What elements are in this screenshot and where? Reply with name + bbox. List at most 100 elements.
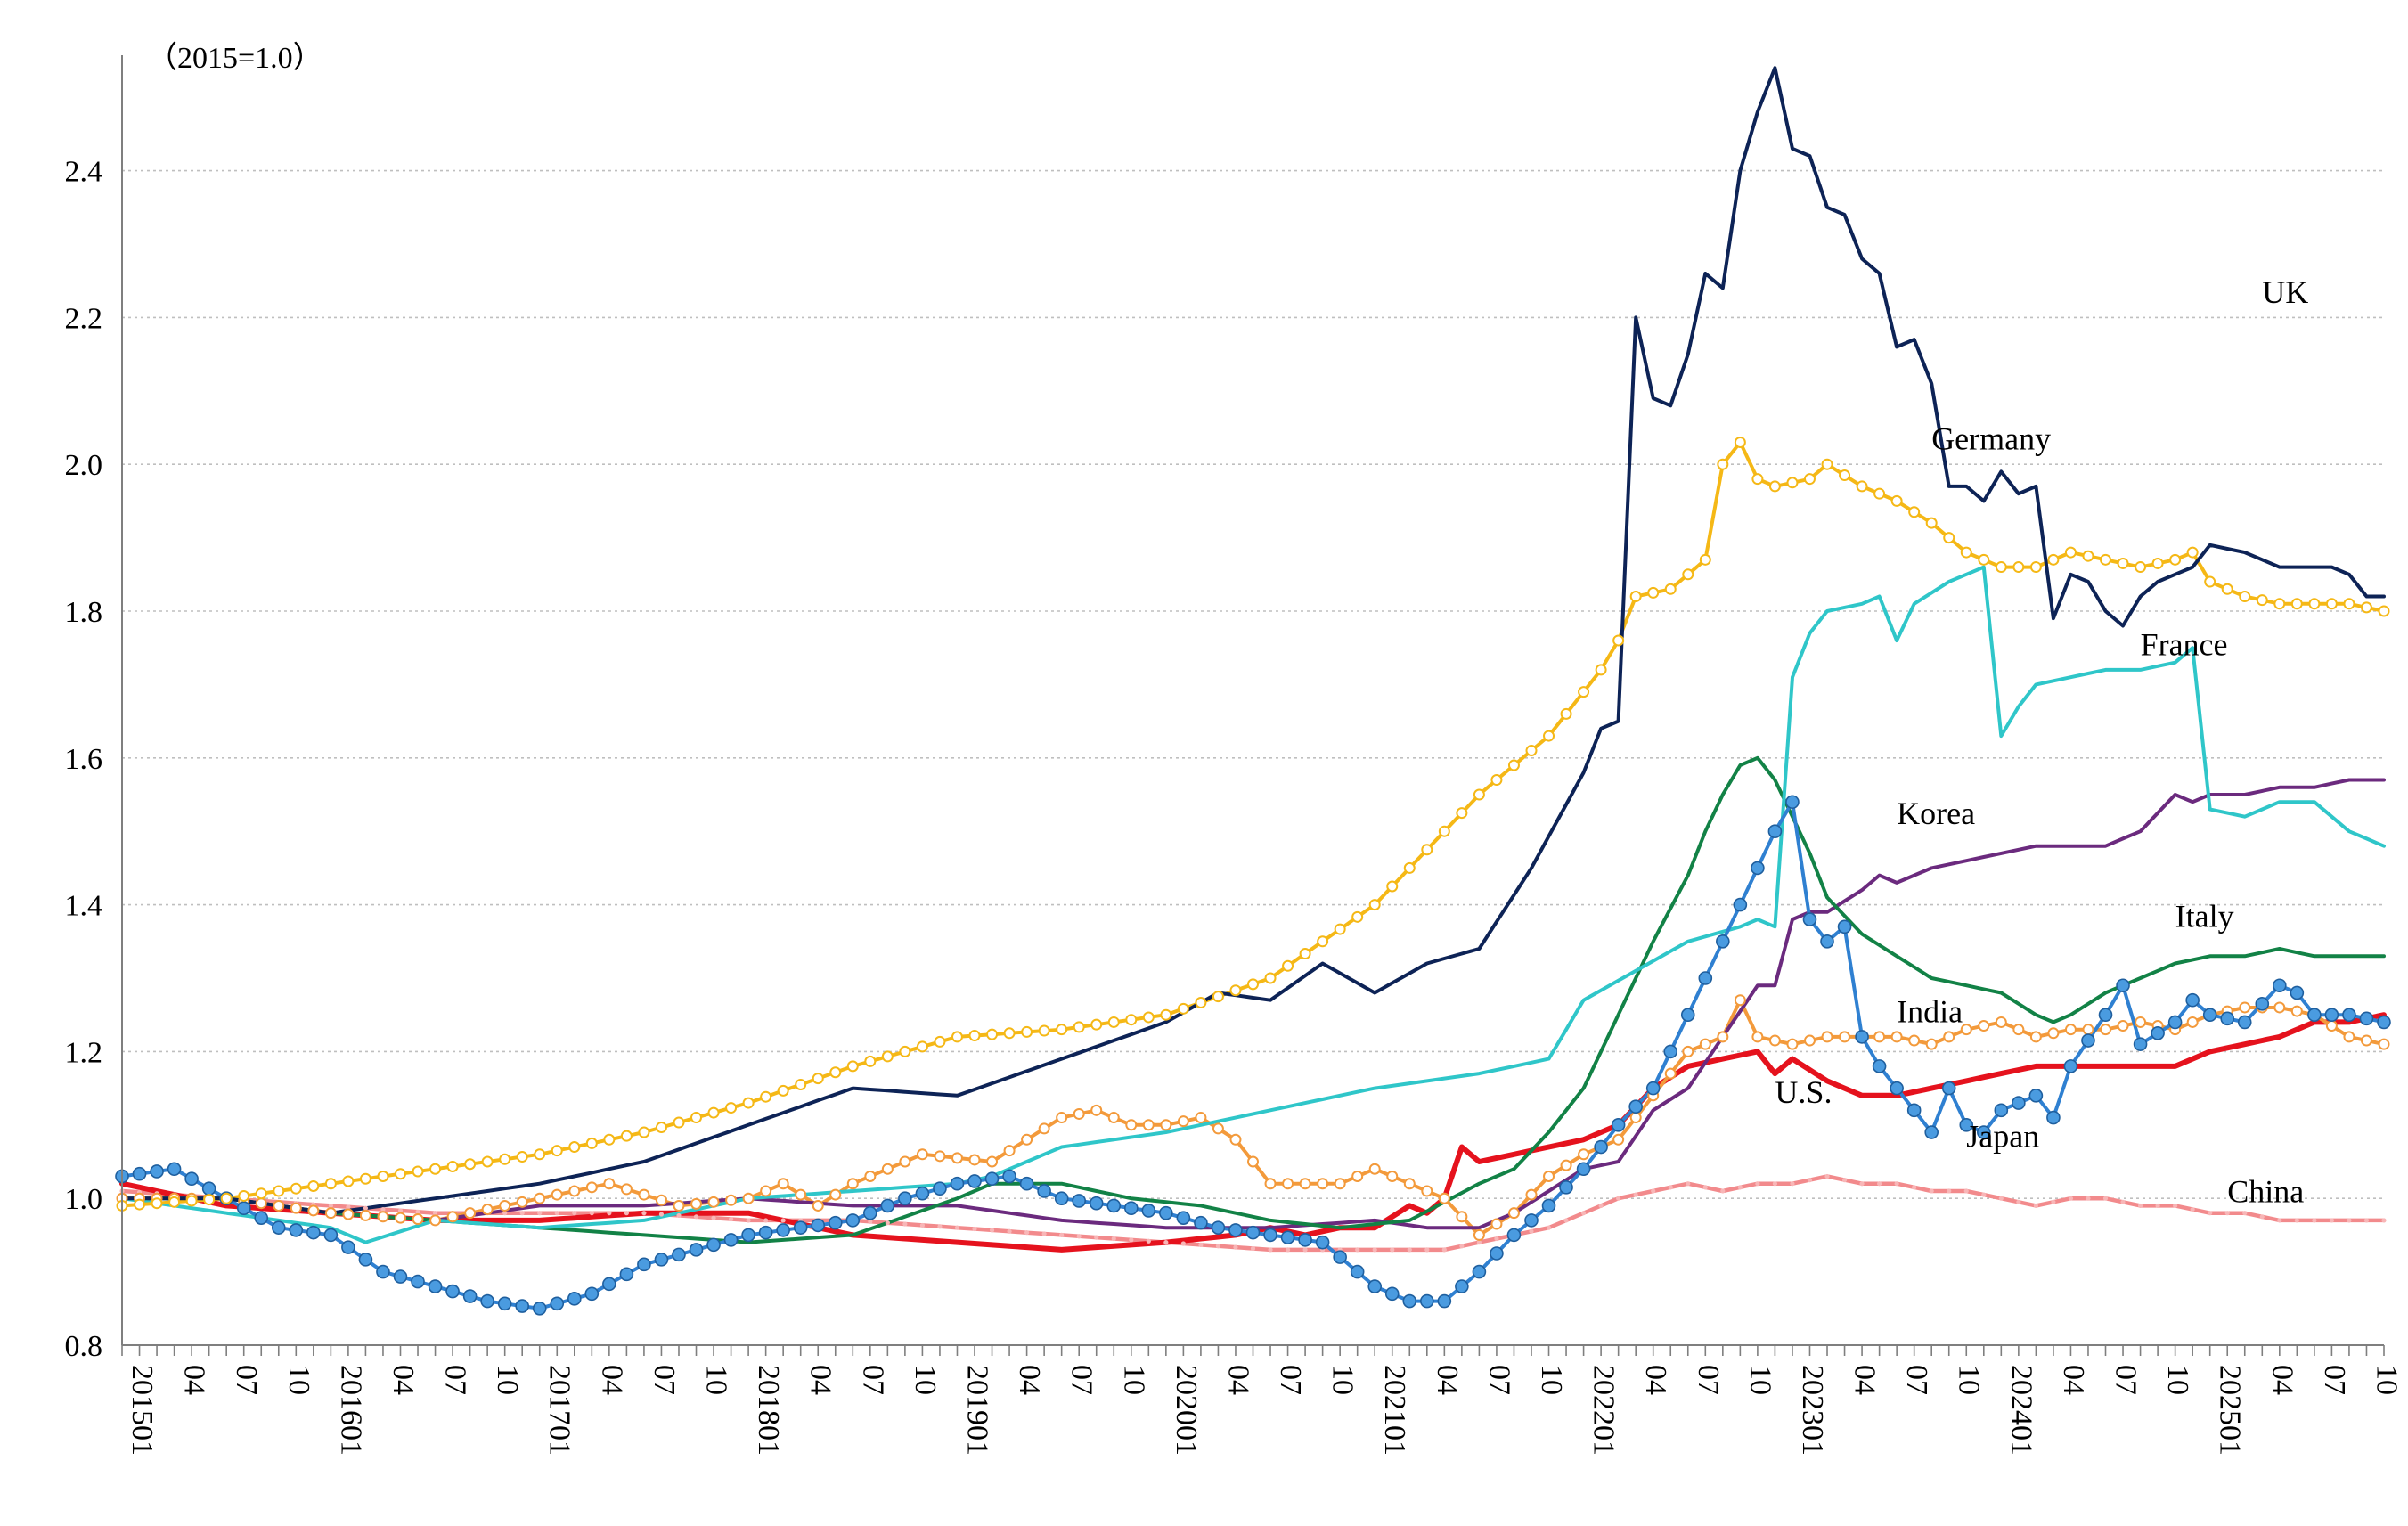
data-point-india (1125, 1119, 1138, 1131)
data-point-japan (1645, 1081, 1661, 1096)
data-point-germany (377, 1170, 389, 1182)
data-point-china (519, 1211, 525, 1216)
data-point-germany (2169, 553, 2182, 566)
data-point-germany (1890, 494, 1903, 507)
data-point-china (1529, 1228, 1534, 1234)
data-point-japan (184, 1171, 199, 1187)
data-point-china (1215, 1244, 1221, 1249)
data-point-germany (1803, 473, 1816, 486)
data-point-germany (1525, 745, 1538, 757)
series-line-india (120, 998, 2386, 1237)
data-point-japan (2273, 978, 2287, 993)
y-tick-label: 1.2 (65, 1036, 103, 1069)
data-point-japan (1159, 1205, 1173, 1220)
data-point-india (655, 1194, 667, 1206)
data-point-japan (2202, 1008, 2217, 1022)
data-point-china (1268, 1247, 1273, 1253)
data-point-germany (1578, 686, 1590, 698)
data-point-japan (1594, 1139, 1608, 1155)
data-point-germany (1786, 477, 1799, 489)
data-point-germany (1403, 861, 1416, 874)
series-label-japan: Japan (1966, 1119, 2039, 1155)
data-point-germany (1038, 1024, 1050, 1037)
x-tick-label: 10 (2161, 1365, 2194, 1395)
data-point-japan (689, 1243, 704, 1257)
x-tick-label: 201801 (752, 1365, 785, 1456)
data-point-germany (1473, 788, 1485, 801)
data-point-germany (2343, 598, 2355, 610)
data-point-japan (915, 1186, 930, 1201)
data-point-china (537, 1211, 543, 1216)
data-point-japan (1455, 1279, 1469, 1293)
data-point-india (1003, 1145, 1016, 1157)
data-point-germany (1090, 1018, 1103, 1031)
data-point-china (1024, 1230, 1030, 1236)
data-point-china (1476, 1240, 1482, 1245)
data-point-india (2082, 1024, 2094, 1036)
data-point-china (2033, 1203, 2038, 1209)
data-point-india (429, 1214, 442, 1227)
data-point-germany (1160, 1008, 1172, 1021)
data-point-india (2064, 1024, 2077, 1036)
data-point-india (516, 1196, 528, 1208)
data-point-japan (1245, 1225, 1261, 1240)
data-point-india (2012, 1024, 2025, 1036)
data-point-india (1995, 1016, 2007, 1028)
data-point-germany (899, 1045, 911, 1057)
x-tick-label: 10 (909, 1365, 942, 1395)
x-tick-label: 07 (648, 1365, 681, 1395)
data-point-germany (725, 1102, 738, 1114)
data-point-germany (1386, 880, 1399, 893)
x-tick-label: 10 (1743, 1365, 1776, 1395)
data-point-japan (1872, 1059, 1887, 1073)
data-point-india (2360, 1034, 2372, 1047)
data-point-japan (1194, 1215, 1208, 1230)
data-point-india (585, 1181, 598, 1194)
x-tick-label: 04 (1849, 1365, 1882, 1395)
data-point-india (1578, 1148, 1590, 1161)
data-point-japan (567, 1292, 582, 1306)
data-point-germany (412, 1165, 424, 1178)
data-point-germany (968, 1030, 981, 1042)
data-point-japan (1559, 1180, 1573, 1195)
data-point-china (1580, 1211, 1587, 1216)
data-point-china (1929, 1188, 1934, 1194)
data-point-germany (620, 1130, 633, 1142)
data-point-germany (342, 1175, 355, 1187)
data-point-china (780, 1218, 786, 1223)
data-point-germany (1978, 553, 1990, 566)
data-point-germany (255, 1187, 267, 1200)
data-point-china (1963, 1188, 1969, 1194)
data-point-china (972, 1226, 977, 1232)
data-point-india (1317, 1178, 1329, 1190)
data-point-japan (1733, 897, 1748, 912)
data-point-germany (1647, 586, 1660, 599)
data-point-china (2312, 1218, 2317, 1223)
data-point-japan (1785, 795, 1800, 810)
data-point-china (1459, 1244, 1465, 1249)
data-point-japan (323, 1228, 339, 1243)
data-point-japan (445, 1284, 460, 1299)
data-point-germany (1351, 910, 1364, 923)
series-group (119, 66, 2387, 1310)
data-point-japan (1263, 1228, 1277, 1243)
data-point-india (1821, 1031, 1833, 1043)
data-point-india (464, 1207, 477, 1220)
data-point-china (432, 1211, 438, 1216)
data-point-china (1041, 1231, 1047, 1236)
x-tick-label: 04 (595, 1365, 628, 1395)
data-point-india (951, 1152, 963, 1164)
data-point-germany (1421, 844, 1433, 856)
data-point-india (1768, 1034, 1781, 1047)
data-point-china (1563, 1218, 1569, 1223)
data-point-japan (1490, 1246, 1504, 1261)
data-point-india (1456, 1211, 1468, 1223)
data-point-japan (2012, 1096, 2026, 1110)
data-point-india (1699, 1038, 1711, 1050)
data-point-japan (880, 1198, 895, 1213)
data-point-japan (132, 1166, 147, 1181)
data-point-japan (1333, 1250, 1347, 1264)
data-point-germany (2029, 561, 2042, 574)
data-point-germany (934, 1035, 946, 1048)
